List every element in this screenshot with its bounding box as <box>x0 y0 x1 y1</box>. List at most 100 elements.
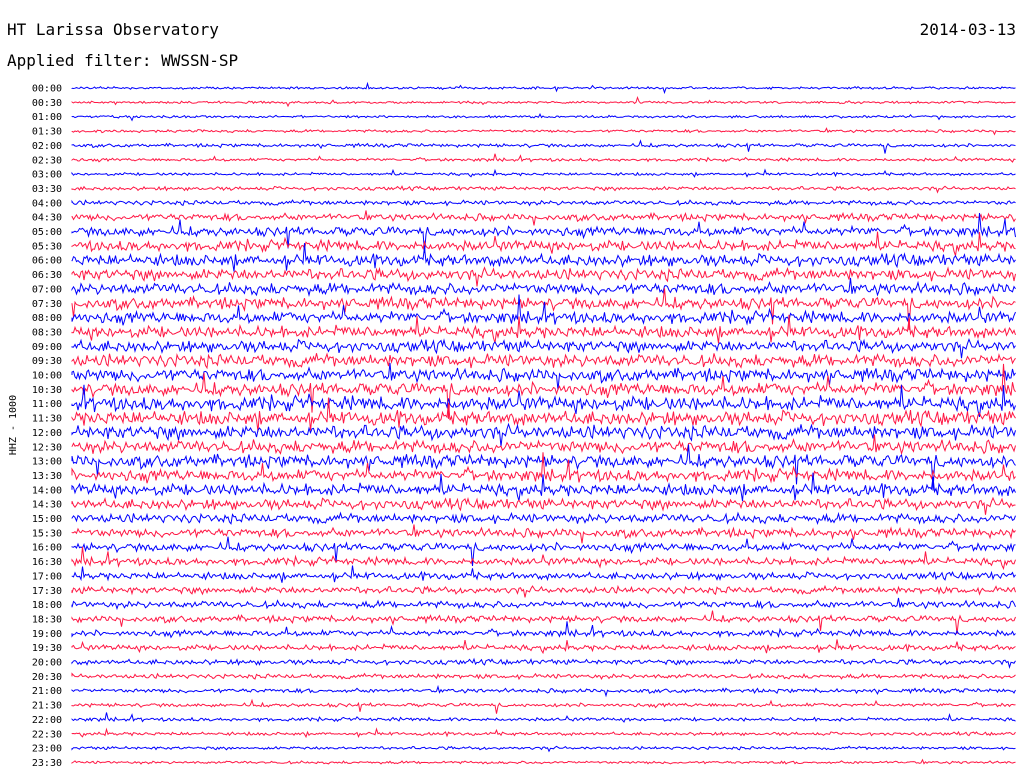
time-tick-label: 19:30 <box>32 643 62 654</box>
time-tick-label: 13:00 <box>32 457 62 468</box>
time-tick-label: 17:30 <box>32 586 62 597</box>
seismic-trace <box>71 113 1016 122</box>
time-tick-label: 16:30 <box>32 557 62 568</box>
time-tick-label: 22:30 <box>32 729 62 740</box>
time-tick-label: 23:30 <box>32 758 62 769</box>
time-tick-label: 04:30 <box>32 213 62 224</box>
seismic-trace <box>71 352 1016 370</box>
time-tick-label: 23:00 <box>32 744 62 755</box>
seismic-trace <box>71 422 1016 447</box>
time-tick-label: 18:30 <box>32 614 62 625</box>
time-tick-label: 01:30 <box>32 127 62 138</box>
time-tick-label: 13:30 <box>32 471 62 482</box>
time-tick-label: 03:30 <box>32 184 62 195</box>
seismic-trace <box>71 745 1016 753</box>
time-tick-label: 08:30 <box>32 327 62 338</box>
seismic-trace <box>71 199 1016 207</box>
seismic-trace <box>71 712 1016 723</box>
seismic-trace <box>71 95 1016 108</box>
time-tick-label: 12:00 <box>32 428 62 439</box>
station-title: HT Larissa Observatory <box>7 20 219 39</box>
time-tick-label: 21:30 <box>32 701 62 712</box>
seismic-trace <box>71 362 1016 391</box>
time-tick-label: 03:00 <box>32 170 62 181</box>
seismic-trace <box>71 212 1016 254</box>
time-tick-label: 11:30 <box>32 414 62 425</box>
seismic-trace <box>71 565 1016 583</box>
seismic-trace <box>71 153 1016 163</box>
time-tick-label: 19:00 <box>32 629 62 640</box>
seismic-trace <box>71 434 1016 456</box>
time-tick-label: 14:00 <box>32 485 62 496</box>
seismic-trace <box>71 584 1016 598</box>
time-tick-label: 18:00 <box>32 600 62 611</box>
seismic-trace <box>71 337 1016 359</box>
seismic-trace <box>71 496 1016 515</box>
time-tick-label: 16:00 <box>32 543 62 554</box>
seismic-trace <box>71 536 1016 567</box>
seismic-trace <box>71 210 1016 226</box>
time-tick-label: 09:30 <box>32 356 62 367</box>
seismic-trace <box>71 758 1016 765</box>
seismic-trace <box>71 610 1016 635</box>
seismic-trace <box>71 81 1016 95</box>
time-tick-label: 22:00 <box>32 715 62 726</box>
seismic-trace <box>71 621 1016 639</box>
time-tick-label: 09:00 <box>32 342 62 353</box>
time-tick-label: 10:30 <box>32 385 62 396</box>
filter-label: Applied filter: WWSSN-SP <box>7 51 239 70</box>
seismic-trace <box>71 452 1016 484</box>
time-tick-label: 06:30 <box>32 270 62 281</box>
time-tick-label: 14:30 <box>32 500 62 511</box>
time-tick-label: 00:30 <box>32 98 62 109</box>
seismic-trace <box>71 288 1016 331</box>
seismic-trace <box>71 727 1016 739</box>
seismic-trace <box>71 684 1016 698</box>
time-tick-label: 10:00 <box>32 371 62 382</box>
seismic-trace <box>71 546 1016 571</box>
seismic-trace <box>71 243 1016 272</box>
time-tick-label: 08:00 <box>32 313 62 324</box>
time-tick-label: 07:00 <box>32 284 62 295</box>
time-tick-label: 01:00 <box>32 112 62 123</box>
time-tick-label: 02:30 <box>32 155 62 166</box>
seismic-trace <box>71 444 1016 491</box>
seismic-trace <box>71 524 1016 544</box>
seismic-trace <box>71 384 1016 418</box>
time-tick-label: 20:30 <box>32 672 62 683</box>
seismic-trace <box>71 511 1016 526</box>
time-tick-label: 20:00 <box>32 658 62 669</box>
seismic-trace <box>71 127 1016 136</box>
time-tick-label: 11:00 <box>32 399 62 410</box>
record-date: 2014-03-13 <box>919 20 1016 39</box>
seismic-trace <box>71 168 1016 178</box>
time-tick-label: 12:30 <box>32 442 62 453</box>
time-tick-label: 21:00 <box>32 686 62 697</box>
time-tick-label: 15:00 <box>32 514 62 525</box>
seismic-trace <box>71 597 1016 611</box>
time-tick-label: 05:30 <box>32 241 62 252</box>
seismic-trace <box>71 672 1016 681</box>
seismic-trace <box>71 314 1016 344</box>
seismic-trace <box>71 397 1016 432</box>
seismic-trace <box>71 231 1016 256</box>
seismic-trace <box>71 657 1016 670</box>
seismic-trace <box>71 266 1016 287</box>
seismic-trace <box>71 698 1016 714</box>
y-axis-label: HHZ - 1000 <box>8 395 19 455</box>
seismic-trace <box>71 185 1016 194</box>
seismic-trace <box>71 472 1016 502</box>
time-tick-label: 02:00 <box>32 141 62 152</box>
time-tick-label: 04:00 <box>32 198 62 209</box>
seismic-trace <box>71 363 1016 419</box>
time-tick-label: 00:00 <box>32 84 62 95</box>
time-tick-label: 07:30 <box>32 299 62 310</box>
seismic-trace <box>71 139 1016 154</box>
time-tick-label: 05:00 <box>32 227 62 238</box>
seismic-trace <box>71 294 1016 326</box>
time-tick-label: 15:30 <box>32 528 62 539</box>
time-tick-label: 06:00 <box>32 256 62 267</box>
seismic-trace <box>71 277 1016 297</box>
time-tick-label: 17:00 <box>32 571 62 582</box>
